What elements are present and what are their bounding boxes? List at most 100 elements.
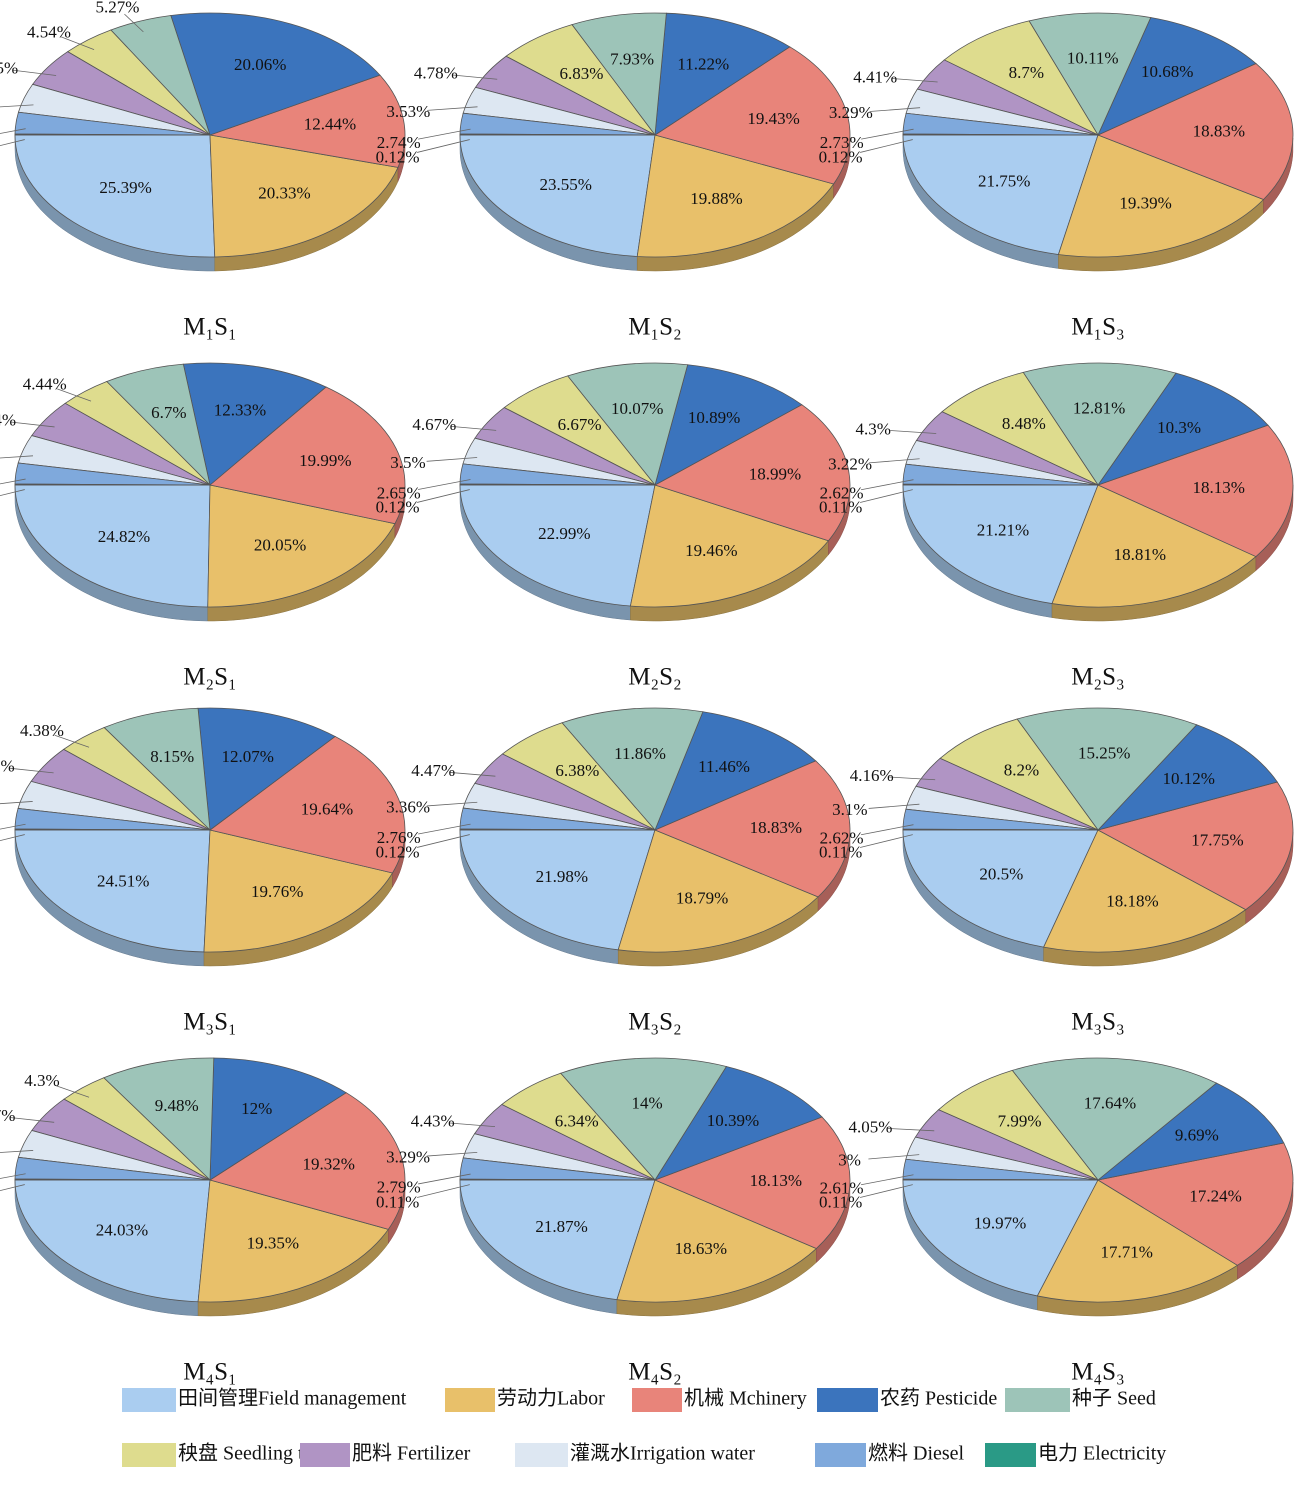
data-label: 10.89% — [688, 408, 740, 427]
data-label: 9.69% — [1175, 1125, 1219, 1144]
leader-line — [0, 139, 25, 147]
leader-line — [860, 1174, 914, 1186]
slice — [902, 133, 1099, 136]
leader-line — [427, 106, 478, 111]
slice — [209, 1057, 347, 1181]
slice — [459, 828, 656, 831]
legend-swatch — [122, 1388, 176, 1412]
leader-line — [860, 1184, 913, 1198]
legend-label: 肥料 Fertilizer — [352, 1442, 471, 1465]
slice — [209, 1092, 406, 1230]
slice — [459, 483, 656, 486]
slice — [902, 829, 1099, 948]
legend-swatch — [515, 1443, 568, 1467]
slice — [1057, 134, 1265, 258]
slice — [566, 362, 689, 486]
leader-line — [0, 104, 34, 108]
slice — [902, 134, 1099, 255]
legend-swatch — [300, 1443, 350, 1467]
legend-swatch — [1005, 1388, 1070, 1412]
data-label: 2.62% — [820, 484, 864, 503]
data-label: 3.1% — [832, 800, 867, 819]
leader-line — [890, 430, 937, 434]
data-label: 18.83% — [750, 818, 802, 837]
slice — [617, 829, 819, 953]
leader-line — [418, 1173, 471, 1185]
chart-title: M₃S₂ — [628, 1009, 682, 1036]
data-label: 20.33% — [258, 184, 310, 203]
leader-line — [868, 803, 920, 809]
data-label: 12.44% — [304, 115, 356, 134]
data-label: 19.43% — [747, 109, 799, 128]
slice — [459, 484, 656, 607]
leader-line — [888, 776, 936, 781]
slice — [1016, 707, 1198, 831]
data-label: 4.44% — [23, 374, 67, 393]
leader-line — [0, 801, 33, 805]
slice — [636, 134, 835, 258]
slice — [616, 1179, 818, 1303]
slice — [902, 484, 1099, 605]
slice — [14, 133, 211, 136]
data-label: 22.99% — [538, 524, 590, 543]
slice — [14, 1178, 211, 1181]
pie: 21.21% 18.81% 18.13% 10.3% 12.81% 8.48% 4.3% 3.… — [819, 362, 1294, 691]
leader-line — [0, 1184, 25, 1192]
slice — [654, 711, 817, 831]
data-label: 14% — [632, 1093, 663, 1112]
slice — [209, 735, 406, 874]
slice — [14, 1179, 211, 1303]
legend-label: 田间管理Field management — [178, 1387, 407, 1410]
data-label: 6.34% — [555, 1111, 599, 1130]
legend-label: 农药 Pesticide — [880, 1387, 997, 1410]
data-label: 8.15% — [150, 747, 194, 766]
slice — [941, 371, 1100, 486]
slice — [629, 484, 830, 608]
data-label: 12.07% — [222, 747, 274, 766]
slice — [902, 1178, 1099, 1181]
data-label: 12% — [241, 1099, 272, 1118]
slice — [14, 829, 211, 953]
data-label: 4.87% — [0, 1106, 15, 1125]
leader-line — [450, 772, 496, 777]
leader-line — [860, 834, 913, 848]
data-label: 4.3% — [856, 419, 891, 438]
data-label: 5.27% — [95, 0, 139, 17]
chart-title: M₂S₁ — [183, 664, 237, 691]
data-label: 19.35% — [247, 1234, 299, 1253]
data-label: 21.98% — [536, 867, 588, 886]
data-label: 4.54% — [27, 22, 71, 41]
slice — [14, 828, 211, 831]
slice — [197, 1179, 390, 1303]
data-label: 11.46% — [698, 757, 750, 776]
data-label: 4.38% — [20, 721, 64, 740]
data-label: 10.3% — [1157, 418, 1201, 437]
slice — [653, 1116, 851, 1249]
slice — [203, 829, 394, 953]
chart-title: M₃S₃ — [1071, 1009, 1125, 1036]
data-label: 4.47% — [411, 761, 455, 780]
slice — [1096, 724, 1278, 831]
leader-line — [418, 823, 471, 835]
leader-line — [426, 1151, 478, 1157]
legend-swatch — [985, 1443, 1036, 1467]
data-label: 3% — [838, 1151, 861, 1170]
slice — [1028, 12, 1152, 136]
pie: 21.87% 18.63% 18.13% 10.39% 14% 6.34% 4.43% 3.2… — [376, 1057, 851, 1386]
data-label: 10.12% — [1162, 769, 1214, 788]
data-label: 19.97% — [974, 1213, 1026, 1232]
leader-line — [0, 455, 34, 459]
legend-label: 电力 Electricity — [1038, 1442, 1166, 1465]
leader-line — [418, 479, 471, 490]
slice — [208, 74, 406, 168]
slice — [1011, 1057, 1218, 1181]
slice — [1096, 781, 1294, 911]
leader-line — [9, 1117, 55, 1123]
data-label: 3.5% — [390, 453, 425, 472]
slice — [654, 1066, 823, 1181]
slice — [654, 46, 851, 185]
data-label: 2.65% — [377, 483, 421, 502]
data-label: 21.87% — [535, 1217, 587, 1236]
data-label: 24.51% — [97, 872, 149, 891]
slice — [1022, 362, 1177, 486]
